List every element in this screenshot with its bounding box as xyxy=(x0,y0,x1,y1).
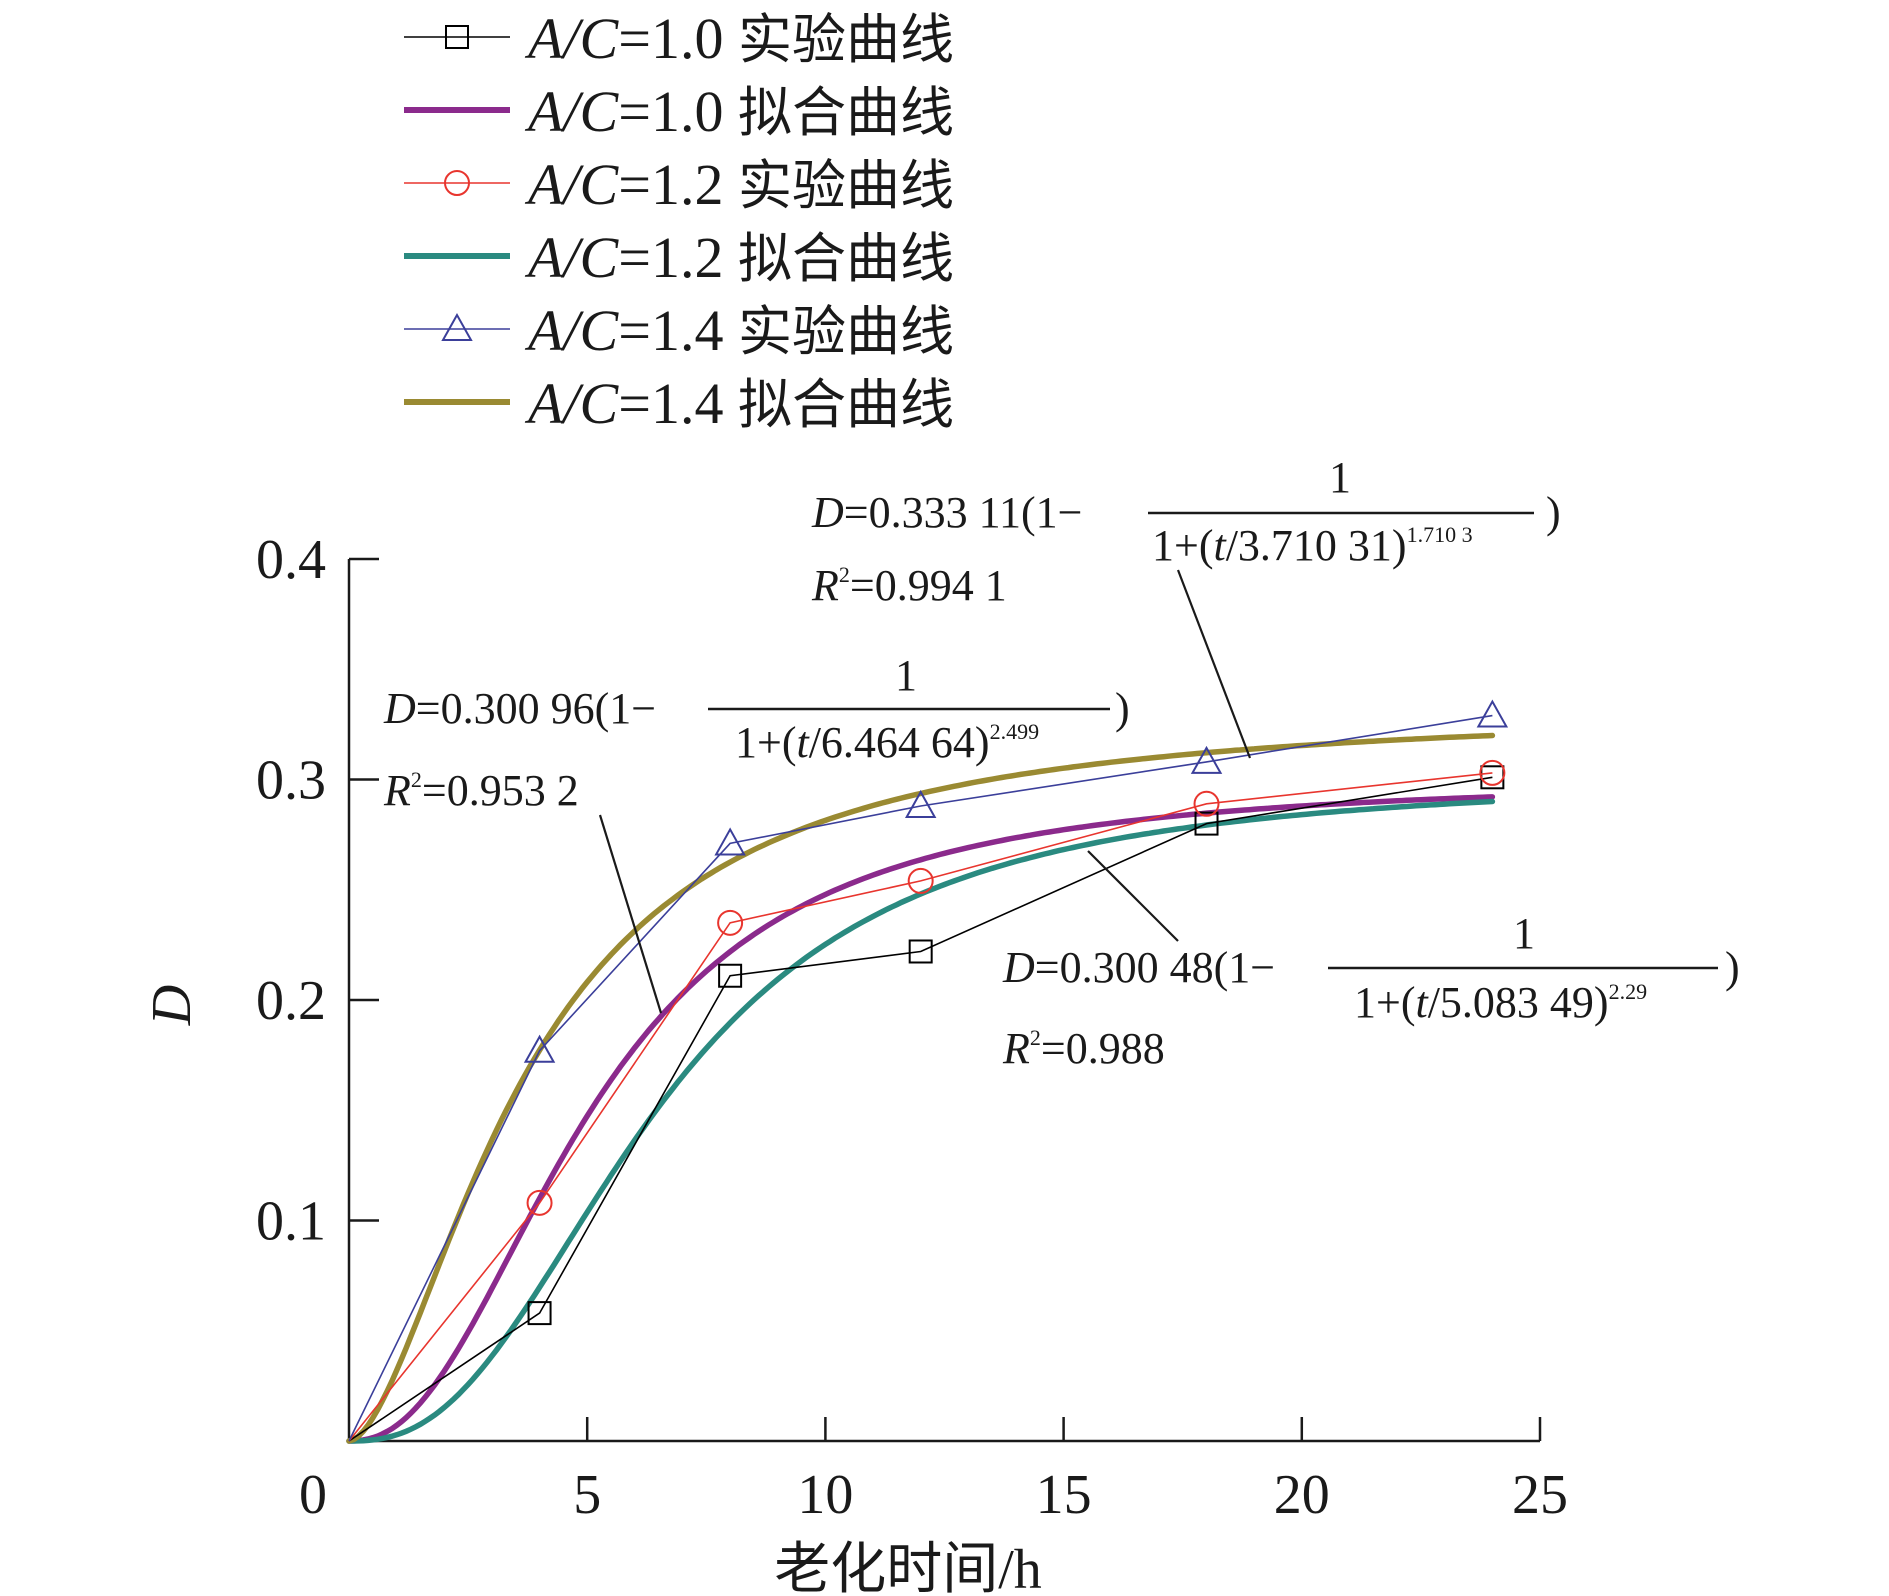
data-point-marker xyxy=(527,1301,552,1326)
legend-item: A/C=1.4 拟合曲线 xyxy=(404,371,954,436)
equation-numerator: 1 xyxy=(1513,909,1535,958)
equation-denominator: 1+(t/5.083 49)2.29 xyxy=(1354,978,1647,1027)
x-tick-label: 25 xyxy=(1512,1464,1568,1526)
data-point-marker xyxy=(718,963,743,988)
equation-denominator: 1+(t/6.464 64)2.499 xyxy=(735,718,1039,767)
fit-curve-line xyxy=(346,798,1496,1444)
data-point-marker xyxy=(526,1189,553,1216)
legend-item: A/C=1.0 实验曲线 xyxy=(404,6,954,71)
x-tick-label: 20 xyxy=(1274,1464,1330,1526)
experimental-curve-line xyxy=(348,714,1493,1442)
legend-label: A/C=1.2 实验曲线 xyxy=(524,152,954,217)
data-point-marker xyxy=(523,1034,556,1063)
legend-label: A/C=1.0 拟合曲线 xyxy=(524,79,954,144)
experimental-curves xyxy=(348,699,1509,1442)
r-squared: R2=0.953 2 xyxy=(383,766,579,815)
legend-marker xyxy=(445,25,469,49)
equation-numerator: 1 xyxy=(895,651,917,700)
data-point-marker xyxy=(717,909,744,936)
equation-main: D=0.333 11(1− xyxy=(811,488,1082,537)
legend-item: A/C=1.2 拟合曲线 xyxy=(404,225,954,290)
equation-numerator: 1 xyxy=(1329,453,1351,502)
y-tick-label: 0.3 xyxy=(256,750,326,812)
legend-label: A/C=1.4 实验曲线 xyxy=(524,298,954,363)
data-point-marker xyxy=(1194,811,1219,836)
equation-main: D=0.300 48(1− xyxy=(1002,943,1275,992)
fit-curve-line xyxy=(346,794,1496,1444)
r-squared: R2=0.988 xyxy=(1002,1024,1165,1073)
leader-line xyxy=(598,814,663,1014)
equation-denominator: 1+(t/3.710 31)1.710 3 xyxy=(1152,521,1473,570)
equation-eq14: D=0.333 11(1− 1 1+(t/3.710 31)1.710 3) R2=0… xyxy=(811,453,1561,759)
leader-line xyxy=(1176,569,1252,759)
legend: A/C=1.0 实验曲线 A/C=1.0 拟合曲线 A/C=1.2 实验曲线 A/C=… xyxy=(404,6,954,436)
experimental-curve-line xyxy=(348,772,1493,1442)
legend-marker xyxy=(441,312,473,341)
data-point-marker xyxy=(1476,699,1509,728)
data-point-marker xyxy=(904,789,937,818)
x-axis-title: 老化时间/h xyxy=(774,1539,1042,1596)
y-tick-label: 0.4 xyxy=(256,529,326,591)
data-point-marker xyxy=(1479,759,1506,786)
equation-annotations: D=0.333 11(1− 1 1+(t/3.710 31)1.710 3) R2=0… xyxy=(383,453,1740,1073)
data-point-marker xyxy=(908,939,933,964)
y-axis-title: D xyxy=(141,985,203,1026)
x-tick-label: 5 xyxy=(573,1464,601,1526)
x-tick-label: 15 xyxy=(1036,1464,1092,1526)
y-tick-label: 0.2 xyxy=(256,970,326,1032)
equation-eq12: D=0.300 96(1− 1 1+(t/6.464 64)2.499) R2=0.9… xyxy=(383,651,1130,1014)
leader-line xyxy=(1087,850,1179,942)
experimental-curve-line xyxy=(348,776,1493,1442)
legend-label: A/C=1.4 拟合曲线 xyxy=(524,371,954,436)
data-point-marker xyxy=(714,827,746,856)
ticks: 0 5 10 15 20 25 0.1 0.2 0.3 0.4 xyxy=(256,529,1568,1526)
legend-label: A/C=1.0 实验曲线 xyxy=(524,6,954,71)
y-tick-label: 0.1 xyxy=(256,1191,326,1253)
legend-label: A/C=1.2 拟合曲线 xyxy=(524,225,954,290)
legend-item: A/C=1.2 实验曲线 xyxy=(404,152,954,217)
x-tick-label: 0 xyxy=(299,1464,327,1526)
data-point-marker xyxy=(1193,790,1220,817)
x-tick-label: 10 xyxy=(797,1464,853,1526)
data-point-marker xyxy=(907,867,934,894)
equation-close: ) xyxy=(1115,684,1130,733)
legend-item: A/C=1.4 实验曲线 xyxy=(404,298,954,363)
equation-eq10: D=0.300 48(1− 1 1+(t/5.083 49)2.29) R2=0.98… xyxy=(1002,850,1740,1073)
legend-marker xyxy=(444,170,470,196)
data-point-marker xyxy=(1190,745,1223,774)
legend-item: A/C=1.0 拟合曲线 xyxy=(404,79,954,144)
equation-close: ) xyxy=(1546,488,1561,537)
equation-close: ) xyxy=(1725,943,1740,992)
r-squared: R2=0.994 1 xyxy=(811,561,1007,610)
equation-main: D=0.300 96(1− xyxy=(383,684,656,733)
